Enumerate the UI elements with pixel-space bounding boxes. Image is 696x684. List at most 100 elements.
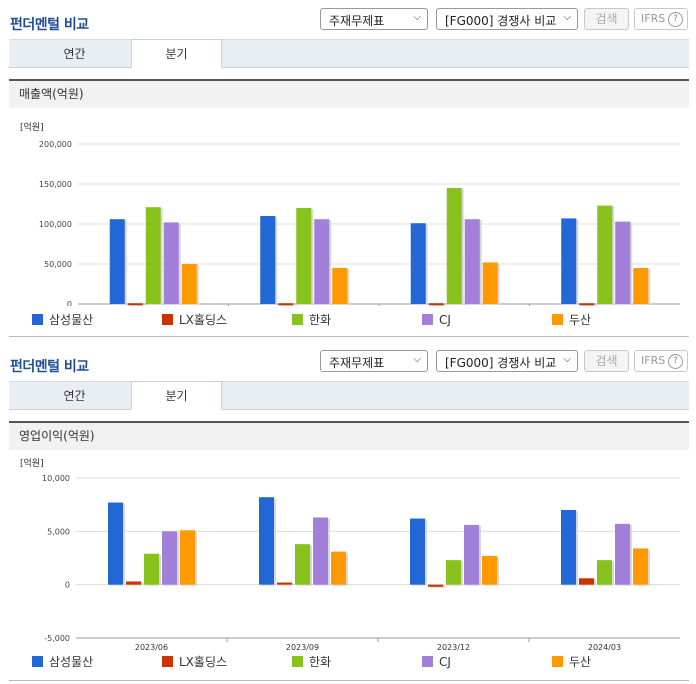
legend-swatch [32, 656, 43, 667]
search-button[interactable]: 검색 [584, 8, 629, 30]
legend-swatch [552, 314, 563, 325]
legend-item[interactable]: 삼성물산 [32, 654, 93, 670]
y-unit-label: [억원] [20, 121, 44, 133]
legend-item[interactable]: 두산 [552, 312, 591, 328]
bar [259, 497, 274, 585]
chevron-down-icon: ⌵ [563, 12, 571, 23]
legend-label: 삼성물산 [49, 313, 94, 327]
bar [464, 524, 479, 585]
legend-label: LX홀딩스 [179, 313, 228, 327]
section-divider [9, 680, 689, 681]
legend-item[interactable]: LX홀딩스 [162, 654, 227, 670]
section-header: 펀더멘털 비교 주재무제표 ⌵ [FG000] 경쟁사 비교 ⌵ 검색 IFRS… [0, 8, 696, 44]
bar [579, 303, 595, 306]
bar [428, 303, 444, 306]
legend-swatch [422, 314, 433, 325]
revenue-chart: [억원]050,000100,000150,000200,0002023/062… [20, 121, 680, 306]
tab-quarterly[interactable]: 분기 [131, 381, 222, 410]
compare-select[interactable]: [FG000] 경쟁사 비교 ⌵ [436, 350, 578, 372]
legend-label: 두산 [569, 313, 592, 327]
section-header: 펀더멘털 비교 주재무제표 ⌵ [FG000] 경쟁사 비교 ⌵ 검색 IFRS… [0, 350, 696, 386]
x-tick-label: 2024/03 [588, 643, 621, 652]
legend-label: CJ [439, 655, 451, 669]
bar [615, 523, 630, 585]
bar [597, 560, 612, 585]
bar [127, 303, 143, 306]
search-button[interactable]: 검색 [584, 350, 629, 372]
bar [162, 531, 177, 585]
legend-label: 삼성물산 [49, 655, 94, 669]
fundamental-section-operating-income: 펀더멘털 비교 주재무제표 ⌵ [FG000] 경쟁사 비교 ⌵ 검색 IFRS… [0, 350, 696, 684]
tab-annual[interactable]: 연간 [63, 47, 86, 61]
tab-annual[interactable]: 연간 [63, 389, 86, 403]
bar [145, 207, 161, 304]
section-title: 펀더멘털 비교 [10, 359, 89, 375]
legend-swatch [32, 314, 43, 325]
bar [482, 262, 498, 304]
ifrs-button[interactable]: IFRS ? [634, 350, 688, 372]
bar [633, 548, 648, 585]
bar [296, 208, 312, 304]
y-unit-label: [억원] [20, 457, 44, 469]
bar [108, 502, 123, 585]
operating-income-chart: [억원] -5,000 0 5,000 10,000 2023/06 2023/09 2023… [20, 457, 680, 652]
bar [561, 510, 576, 585]
y-tick-label: 50,000 [44, 260, 72, 269]
bar [615, 221, 631, 304]
bar [314, 219, 330, 304]
legend-item[interactable]: 한화 [292, 654, 331, 670]
legend-item[interactable]: 두산 [552, 654, 591, 670]
legend-swatch [162, 656, 173, 667]
y-tick-label: 150,000 [39, 180, 72, 189]
legend-label: 한화 [309, 655, 332, 669]
bar [144, 553, 159, 585]
bar [295, 544, 310, 585]
legend-item[interactable]: 한화 [292, 312, 331, 328]
legend-swatch [292, 314, 303, 325]
compare-select[interactable]: [FG000] 경쟁사 비교 ⌵ [436, 8, 578, 30]
chevron-down-icon: ⌵ [413, 12, 421, 23]
y-tick-label: 100,000 [39, 220, 72, 229]
panel-title: 영업이익(억원) [9, 421, 689, 450]
help-icon[interactable]: ? [668, 354, 683, 369]
bar [579, 578, 594, 585]
legend-swatch [552, 656, 563, 667]
legend-item[interactable]: LX홀딩스 [162, 312, 227, 328]
legend-label: 한화 [309, 313, 332, 327]
y-tick-label: 200,000 [39, 140, 72, 149]
bar [277, 582, 292, 585]
ifrs-button[interactable]: IFRS ? [634, 8, 688, 30]
legend-swatch [422, 656, 433, 667]
help-icon[interactable]: ? [668, 12, 683, 27]
x-tick-label: 2023/12 [437, 643, 470, 652]
statement-select[interactable]: 주재무제표 ⌵ [320, 350, 428, 372]
statement-select[interactable]: 주재무제표 ⌵ [320, 8, 428, 30]
bar [163, 222, 179, 304]
bar [109, 219, 125, 304]
legend-label: CJ [439, 313, 451, 327]
chart-legend: 삼성물산 LX홀딩스 한화 CJ 두산 [0, 312, 696, 328]
legend-item[interactable]: CJ [422, 654, 451, 670]
legend-item[interactable]: 삼성물산 [32, 312, 93, 328]
chart-legend: 삼성물산 LX홀딩스 한화 CJ 두산 [0, 654, 696, 670]
period-tabbar: 연간 분기 [9, 39, 689, 68]
y-tick-label: 0 [67, 300, 72, 306]
panel-title: 매출액(억원) [9, 79, 689, 108]
bar [332, 268, 348, 304]
bar [482, 555, 497, 585]
fundamental-section-revenue: 펀더멘털 비교 주재무제표 ⌵ [FG000] 경쟁사 비교 ⌵ 검색 IFRS… [0, 8, 696, 338]
bar [331, 551, 346, 585]
legend-label: LX홀딩스 [179, 655, 228, 669]
y-tick-label: 0 [65, 581, 70, 590]
bar [410, 518, 425, 585]
bar [126, 581, 141, 585]
x-tick-label: 2023/06 [135, 643, 168, 652]
legend-label: 두산 [569, 655, 592, 669]
legend-item[interactable]: CJ [422, 312, 451, 328]
tab-quarterly[interactable]: 분기 [131, 39, 222, 68]
bar [428, 584, 443, 587]
bar [180, 530, 195, 585]
section-title: 펀더멘털 비교 [10, 17, 89, 33]
y-tick-label: 10,000 [42, 474, 70, 483]
bar [446, 188, 462, 304]
